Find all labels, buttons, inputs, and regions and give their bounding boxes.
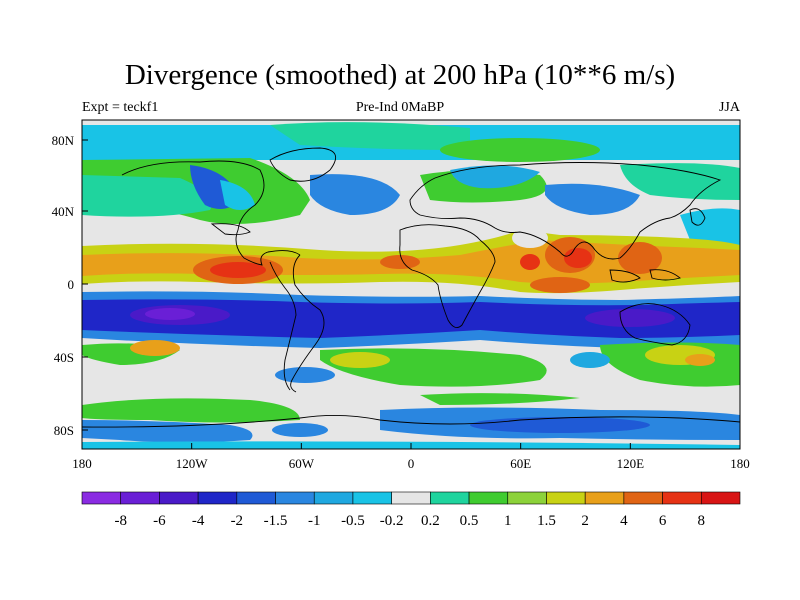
colorbar-swatch [546, 491, 586, 505]
lon-tick-label: 180 [72, 456, 92, 471]
colorbar-label: 6 [659, 513, 667, 529]
colorbar-swatch [352, 491, 392, 505]
colorbar-swatch [391, 491, 431, 505]
colorbar-swatch [81, 491, 122, 505]
colorbar-label: 4 [620, 513, 628, 529]
colorbar-label: 0.5 [460, 513, 479, 529]
colorbar-swatch [275, 491, 315, 505]
colorbar-label: 1.5 [537, 513, 556, 529]
colorbar-swatch [236, 491, 276, 505]
lon-tick-label: 60E [510, 456, 531, 471]
colorbar-swatch [584, 491, 625, 505]
colorbar-label: -0.5 [341, 513, 365, 529]
lat-tick-label: 0 [68, 277, 75, 292]
colorbar-swatch [120, 491, 160, 505]
season-label: JJA [718, 100, 740, 115]
lat-tick-label: 80S [54, 423, 74, 438]
colorbar-label: 1 [504, 513, 512, 529]
colorbar-label: -4 [192, 513, 205, 529]
map-title: Divergence (smoothed) at 200 hPa (10**6 … [124, 59, 676, 91]
latitude-axis: 80N 40N 0 40S 80S [52, 133, 88, 438]
lon-tick-label: 0 [408, 456, 415, 471]
colorbar-swatch [662, 491, 702, 505]
colorbar-label: 0.2 [421, 513, 440, 529]
lat-tick-label: 40S [54, 350, 74, 365]
colorbar-swatch [700, 491, 741, 505]
period-label: Pre-Ind 0MaBP [355, 100, 445, 115]
colorbar-swatch [623, 491, 663, 505]
colorbar-label: -1 [308, 513, 321, 529]
colorbar-swatch [507, 491, 547, 505]
longitude-axis: 180 120W 60W 0 60E 120E 180 [72, 443, 750, 471]
divergence-field [82, 120, 740, 449]
colorbar-label: 8 [698, 513, 706, 529]
colorbar-label: -2 [231, 513, 244, 529]
colorbar-swatch [430, 491, 470, 505]
colorbar-swatch [468, 491, 509, 505]
colorbar-swatch [159, 491, 199, 505]
lon-tick-label: 120E [617, 456, 645, 471]
lat-tick-label: 40N [52, 204, 75, 219]
lon-tick-label: 120W [176, 456, 209, 471]
coastline-layer [82, 147, 740, 428]
colorbar-swatch [313, 491, 354, 505]
colorbar-swatch [197, 491, 238, 505]
lon-tick-label: 180 [730, 456, 750, 471]
lon-tick-label: 60W [289, 456, 315, 471]
colorbar-label: -6 [153, 513, 166, 529]
colorbar-label: -0.2 [380, 513, 404, 529]
colorbar-label: -1.5 [264, 513, 288, 529]
lat-tick-label: 80N [52, 133, 75, 148]
colorbar-label: -8 [114, 513, 127, 529]
colorbar: -8 -6 -4 -2 -1.5 -1 -0.5 -0.2 0.2 0.5 1 1.5 2 4 6 8 [81, 491, 741, 529]
colorbar-label: 2 [581, 513, 589, 529]
experiment-label: Expt = teckf1 [82, 100, 159, 115]
